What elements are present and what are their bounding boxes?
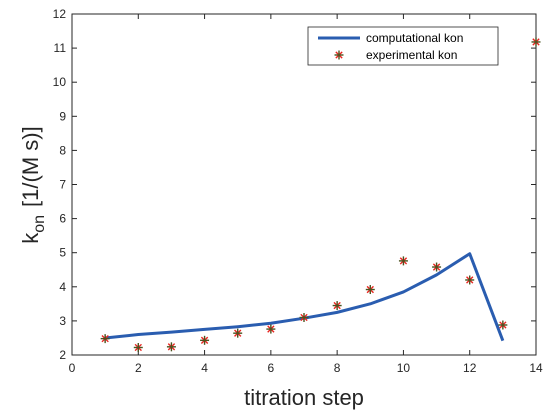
svg-text:kon[1/(M s)]: kon [1/(M s)] [18, 126, 48, 243]
legend-entry-experimental: experimental kon [366, 48, 457, 62]
data-point-experimental-kon [498, 320, 508, 330]
data-point-experimental-kon [465, 275, 475, 285]
y-axis-label-main: k [18, 232, 43, 244]
x-tick-label: 6 [268, 361, 275, 375]
x-tick-label: 8 [334, 361, 341, 375]
x-tick-label: 14 [529, 361, 543, 375]
data-point-experimental-kon [365, 285, 375, 295]
legend-marker-swatch [334, 50, 344, 60]
y-tick-label: 6 [59, 212, 66, 226]
y-tick-label: 12 [53, 7, 67, 21]
data-point-experimental-kon [531, 37, 541, 47]
x-axis-label: titration step [244, 385, 364, 410]
data-point-experimental-kon [432, 262, 442, 272]
y-tick-label: 11 [54, 41, 67, 55]
series-layer [100, 37, 541, 352]
legend: computational kon experimental kon [307, 26, 499, 66]
x-tick-label: 10 [397, 361, 411, 375]
y-axis-ticks: 2 3 4 5 6 7 8 9 10 11 12 [53, 7, 536, 362]
x-tick-label: 2 [135, 361, 142, 375]
y-tick-label: 9 [59, 109, 66, 123]
data-point-experimental-kon [133, 342, 143, 352]
x-axis-ticks: 0 2 4 6 8 10 12 14 [69, 14, 543, 375]
y-tick-label: 4 [59, 280, 66, 294]
y-tick-label: 7 [59, 178, 66, 192]
data-point-experimental-kon [299, 312, 309, 322]
y-tick-label: 2 [59, 348, 66, 362]
legend-star-icon [334, 50, 344, 60]
y-axis-label-sub: on [31, 215, 48, 233]
y-tick-label: 5 [59, 246, 66, 260]
y-axis-label-units: [1/(M s)] [18, 126, 43, 207]
legend-entry-computational: computational kon [366, 31, 463, 45]
data-point-experimental-kon [266, 324, 276, 334]
y-tick-label: 8 [59, 143, 66, 157]
data-point-experimental-kon [398, 256, 408, 266]
x-tick-label: 0 [69, 361, 76, 375]
data-point-experimental-kon [233, 328, 243, 338]
data-point-experimental-kon [200, 335, 210, 345]
plot-area [71, 13, 537, 356]
y-axis-label: kon [1/(M s)] [18, 126, 48, 243]
data-point-experimental-kon [166, 342, 176, 352]
y-tick-label: 3 [59, 314, 66, 328]
y-tick-label: 10 [53, 75, 67, 89]
data-point-experimental-kon [332, 301, 342, 311]
x-tick-label: 12 [463, 361, 477, 375]
x-tick-label: 4 [201, 361, 208, 375]
data-point-experimental-kon [100, 334, 110, 344]
